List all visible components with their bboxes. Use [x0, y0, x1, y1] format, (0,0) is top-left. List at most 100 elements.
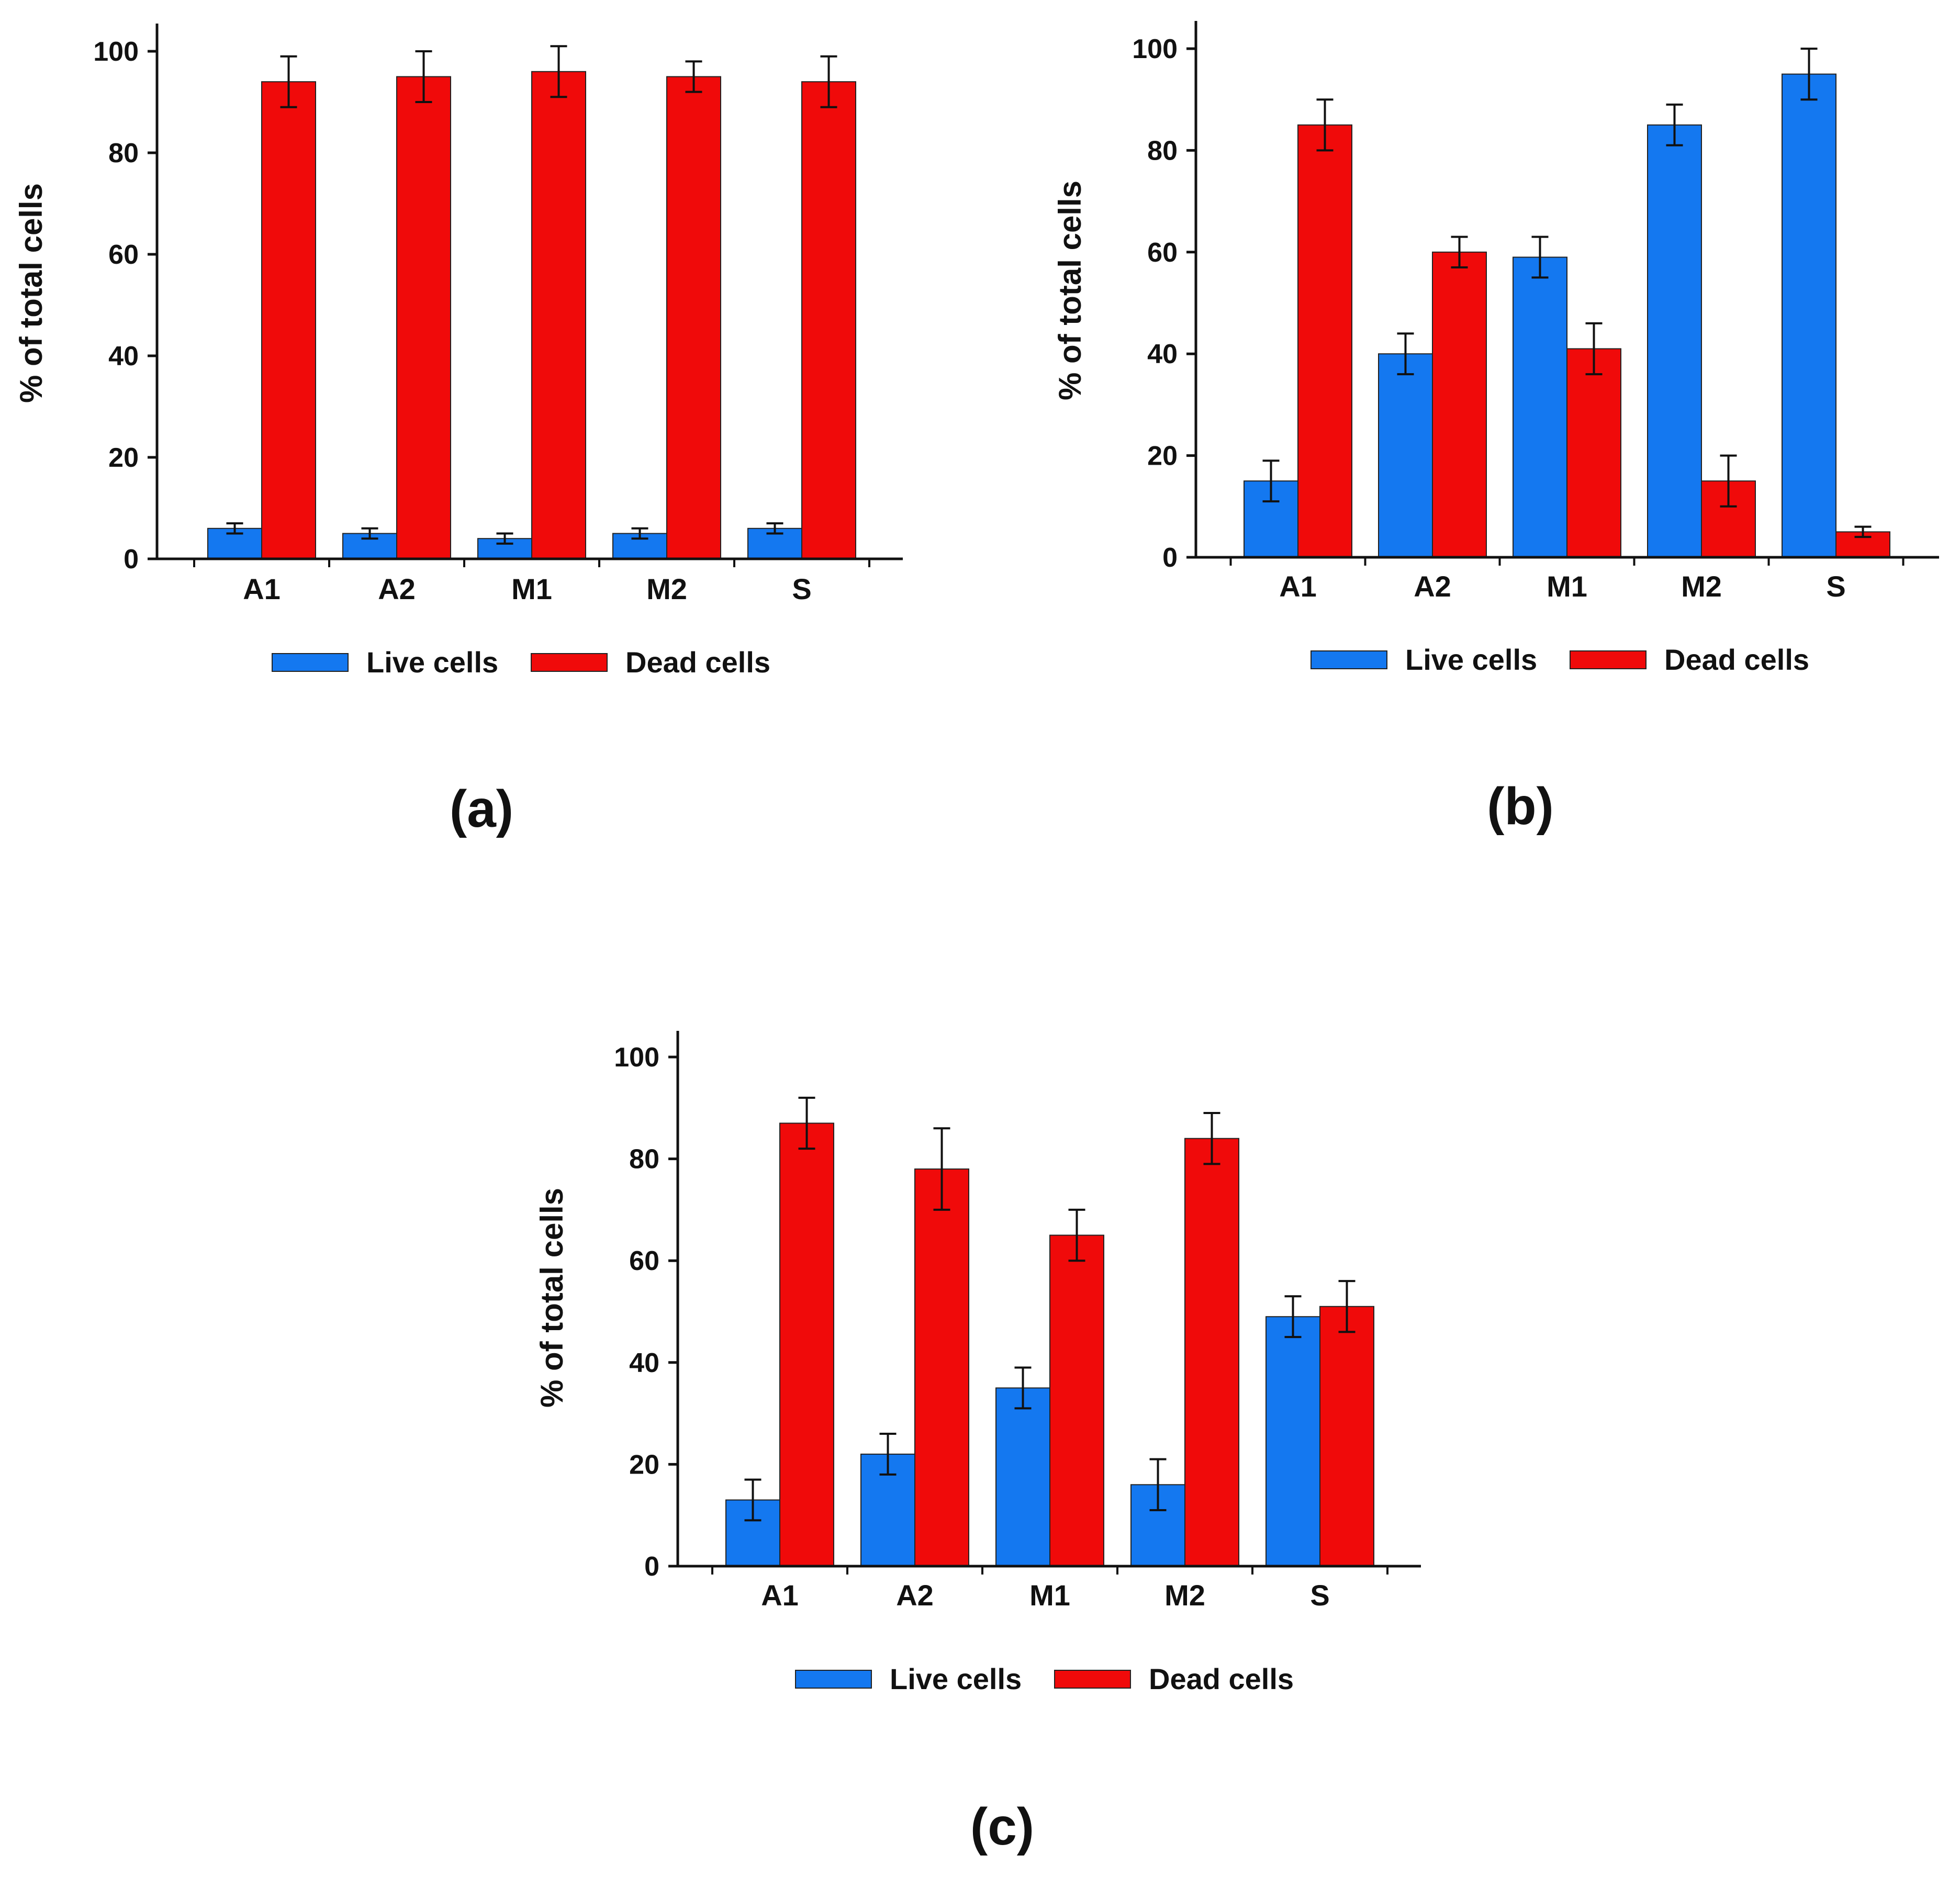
- panel-label: (a): [450, 780, 513, 838]
- dead-legend-swatch: [1054, 1670, 1131, 1689]
- x-tick-label-a1: A1: [761, 1579, 799, 1612]
- dead-bar-a1: [1297, 124, 1352, 558]
- dead-error-bar-m2: [685, 60, 702, 93]
- live-error-bar-a1: [744, 1478, 761, 1522]
- live-legend-label: Live cells: [1405, 643, 1537, 676]
- y-tick-label-0: 0: [644, 1552, 659, 1582]
- live-error-bar-m2: [1149, 1458, 1167, 1511]
- live-error-bar-m1: [496, 532, 513, 545]
- y-tick-label-100: 100: [93, 37, 139, 67]
- y-tick-label-100: 100: [1132, 34, 1178, 64]
- x-tick-label-s: S: [1826, 570, 1845, 603]
- live-error-bar-a2: [879, 1433, 897, 1476]
- y-tick-label-40: 40: [1147, 339, 1178, 369]
- dead-error-bar-s: [1338, 1280, 1356, 1333]
- dead-legend-swatch: [1570, 650, 1647, 669]
- dead-error-bar-a1: [1316, 98, 1334, 152]
- x-tick-label-m2: M2: [646, 572, 687, 605]
- dead-error-bar-a2: [933, 1127, 950, 1211]
- y-tick-label-20: 20: [108, 443, 139, 473]
- live-legend-swatch: [272, 653, 349, 672]
- y-tick-label-80: 80: [1147, 136, 1178, 166]
- dead-bar-m2: [666, 76, 721, 559]
- live-error-bar-s: [1800, 48, 1818, 101]
- dead-error-bar-a1: [798, 1096, 815, 1150]
- dead-bar-s: [801, 81, 856, 559]
- x-tick-label-a2: A2: [896, 1579, 934, 1612]
- live-bar-m1: [1513, 256, 1567, 558]
- dead-error-bar-s: [1854, 525, 1872, 538]
- x-tick-label-m2: M2: [1164, 1579, 1205, 1612]
- live-error-bar-a2: [361, 527, 378, 540]
- live-error-bar-s: [766, 522, 783, 535]
- x-tick-label-a1: A1: [243, 572, 281, 605]
- dead-bar-s: [1319, 1306, 1374, 1567]
- dead-bar-m2: [1184, 1138, 1239, 1567]
- dead-error-bar-m1: [1585, 322, 1603, 376]
- y-tick-label-40: 40: [629, 1348, 659, 1378]
- live-bar-m2: [1647, 124, 1702, 558]
- dead-error-bar-a1: [280, 55, 297, 108]
- y-tick-label-60: 60: [629, 1246, 659, 1276]
- x-tick-label-m1: M1: [511, 572, 552, 605]
- live-bar-m1: [995, 1387, 1050, 1567]
- dead-bar-m1: [1049, 1234, 1104, 1567]
- dead-bar-a2: [914, 1168, 969, 1567]
- y-tick-label-100: 100: [614, 1042, 659, 1073]
- dead-legend-label: Dead cells: [1149, 1662, 1294, 1695]
- legend: Live cells Dead cells: [1311, 643, 1809, 676]
- dead-error-bar-m2: [1203, 1112, 1220, 1165]
- dead-bar-m1: [1566, 348, 1621, 558]
- live-error-bar-s: [1284, 1295, 1302, 1339]
- live-bar-a2: [1378, 353, 1433, 558]
- dead-bar-a1: [779, 1122, 834, 1567]
- x-tick-label-m2: M2: [1681, 570, 1722, 603]
- dead-bar-m1: [531, 71, 586, 560]
- x-tick-label-s: S: [1310, 1579, 1329, 1612]
- y-tick-label-40: 40: [108, 341, 139, 372]
- x-tick-label-a2: A2: [378, 572, 416, 605]
- chart-panel-3: A1 A2 M1 M2 S 0 20 40 60 80 100 % of total cells Liv…: [534, 1031, 1421, 1856]
- y-axis-title: % of total cells: [14, 183, 49, 403]
- y-axis-title: % of total cells: [1052, 181, 1088, 400]
- y-tick-label-20: 20: [629, 1449, 659, 1480]
- live-error-bar-m2: [631, 527, 648, 540]
- legend: Live cells Dead cells: [795, 1662, 1294, 1695]
- dead-legend-swatch: [531, 653, 608, 672]
- y-tick-label-0: 0: [1162, 543, 1178, 573]
- x-tick-label-m1: M1: [1029, 1579, 1070, 1612]
- live-error-bar-a1: [226, 522, 243, 535]
- live-legend-label: Live cells: [890, 1662, 1022, 1695]
- live-error-bar-m1: [1014, 1366, 1032, 1410]
- x-tick-label-a1: A1: [1279, 570, 1317, 603]
- dead-error-bar-m1: [550, 45, 567, 98]
- dead-error-bar-m1: [1068, 1208, 1085, 1262]
- live-legend-swatch: [795, 1670, 872, 1689]
- dead-legend-label: Dead cells: [625, 646, 770, 679]
- x-tick-label-a2: A2: [1414, 570, 1451, 603]
- live-error-bar-a2: [1397, 332, 1414, 376]
- live-legend-label: Live cells: [366, 646, 498, 679]
- dead-bar-a1: [261, 81, 316, 559]
- dead-bar-a2: [396, 76, 451, 559]
- live-error-bar-a1: [1262, 459, 1280, 503]
- chart-panel-1: A1 A2 M1 M2 S 0 20 40 60 80 100 % of total cells Liv…: [14, 24, 903, 838]
- chart-panel-2: A1 A2 M1 M2 S 0 20 40 60 80 100 % of total cells Liv…: [1052, 21, 1939, 836]
- y-tick-label-80: 80: [629, 1144, 659, 1175]
- live-bar-s: [1782, 73, 1836, 558]
- panel-label: (b): [1487, 777, 1554, 836]
- dead-error-bar-m2: [1720, 454, 1737, 508]
- y-tick-label-60: 60: [108, 240, 139, 270]
- dead-error-bar-a2: [415, 50, 432, 103]
- live-error-bar-m2: [1666, 103, 1683, 147]
- y-axis-title: % of total cells: [534, 1188, 569, 1408]
- x-tick-label-s: S: [792, 572, 811, 605]
- y-tick-label-0: 0: [124, 544, 139, 575]
- y-tick-label-20: 20: [1147, 441, 1178, 471]
- dead-legend-label: Dead cells: [1664, 643, 1809, 676]
- panel-label: (c): [970, 1797, 1034, 1856]
- dead-error-bar-s: [820, 55, 837, 108]
- y-tick-label-60: 60: [1147, 238, 1178, 268]
- live-error-bar-m1: [1531, 235, 1549, 279]
